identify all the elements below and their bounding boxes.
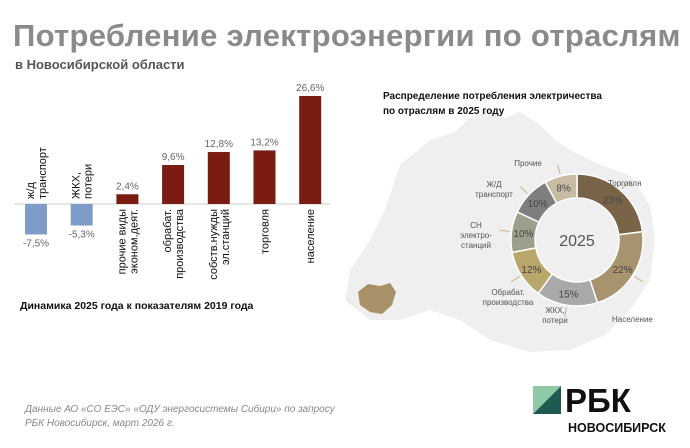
donut-slice-6 [544,173,578,205]
bar-value-label: -7,5% [23,238,49,249]
donut-leader-line [499,229,510,232]
bar-value-label: 12,8% [205,139,233,150]
bar-category-label: торговля [260,209,272,254]
bar-chart-title: Динамика 2025 года к показателям 2019 го… [20,300,254,312]
bar-0 [25,204,47,235]
bar-5 [253,150,276,204]
bar-category-label: население [305,209,317,263]
donut-value-label: 12% [521,265,541,276]
bar-category-label-line: прочие виды [116,209,128,274]
page-title: Потребление электроэнергии по отраслям [13,18,681,53]
donut-category-label-line: Население [612,315,653,324]
source-line-2: РБК Новосибирск, март 2026 г. [25,418,175,429]
page-subtitle: в Новосибирской области [15,57,185,72]
source-line-1: Данные АО «СО ЕЭС» «ОДУ энергосистемы Си… [25,404,335,415]
bar-category-label: собств.нужды эл.станций [208,209,232,280]
bar-category-label-line: эконом.деят. [128,209,140,274]
donut-value-label: 10% [528,199,548,210]
bar-category-label-line: ЖКХ, [71,172,83,199]
bar-category-label: обрабат. производства [162,208,186,279]
donut-value-label: 8% [556,184,571,195]
bar-value-label: 9,6% [162,152,185,163]
bar-category-label-line: потери [83,164,95,199]
bar-value-label: -5,3% [69,230,95,241]
bar-category-label: ЖКХ, потери [71,164,95,199]
bar-category-label-line: обрабат. [162,209,174,252]
donut-leader-line [621,181,629,190]
bar-value-label: 13,2% [250,137,278,148]
donut-leader-line [557,164,561,175]
bar-category-label-line: население [305,209,317,263]
bar-category-label-line: ж/д [25,182,37,199]
donut-category-label-line: электро- [460,231,492,240]
donut-category-label-line: СН [470,221,482,230]
donut-category-label-line: Прочие [514,159,542,168]
bar-category-label-line: эл.станций [220,209,232,265]
bar-1 [70,204,93,226]
donut-center-label: 2025 [559,233,595,250]
bar-category-label-line: собств.нужды [208,209,220,280]
bar-category-label-line: производства [174,208,186,279]
donut-category-label: ЖКХ,потери [542,306,568,325]
donut-value-label: 22% [613,265,633,276]
donut-category-label-line: станций [461,241,491,250]
donut-category-label: Прочие [514,159,542,168]
donut-value-label: 23% [603,195,623,206]
donut-category-label-line: производства [483,298,534,307]
donut-value-label: 10% [513,229,533,240]
donut-category-label-line: Обрабат. [491,288,524,297]
donut-leader-line [519,186,528,194]
donut-leader-line [510,276,520,283]
bar-value-label: 2,4% [116,181,139,192]
donut-category-label: Обрабат.производства [483,288,534,307]
donut-leader-line [564,307,567,318]
bar-3 [162,165,185,204]
pie-chart-title: Распределение потребления электричества п… [383,91,602,117]
donut-category-label: Население [612,315,653,324]
donut-category-label-line: потери [542,316,568,325]
logo-region: НОВОСИБИРСК [568,421,666,435]
novosibirsk-region-shape [358,283,396,314]
logo-brand: РБК [565,382,631,419]
donut-category-label-line: Торговля [608,179,641,188]
bar-value-label: 26,6% [296,83,324,94]
bar-6 [299,96,322,204]
bar-category-label: прочие виды эконом.деят. [116,209,140,274]
donut-category-label: Торговля [608,179,641,188]
donut-category-label-line: Ж/Д [486,180,502,189]
bar-category-label: ж/д транспорт [25,147,49,199]
bar-category-label-line: торговля [260,209,272,254]
bar-2 [116,194,139,204]
donut-value-label: 15% [559,289,579,300]
source-note: Данные АО «СО ЕЭС» «ОДУ энергосистемы Си… [25,403,335,431]
donut-category-label-line: транспорт [475,190,513,199]
bar-category-label-line: транспорт [37,147,49,199]
rbc-logo-icon [533,386,561,414]
donut-category-label-line: ЖКХ, [545,306,565,315]
bar-4 [207,152,230,204]
donut-leader-line [634,276,644,283]
